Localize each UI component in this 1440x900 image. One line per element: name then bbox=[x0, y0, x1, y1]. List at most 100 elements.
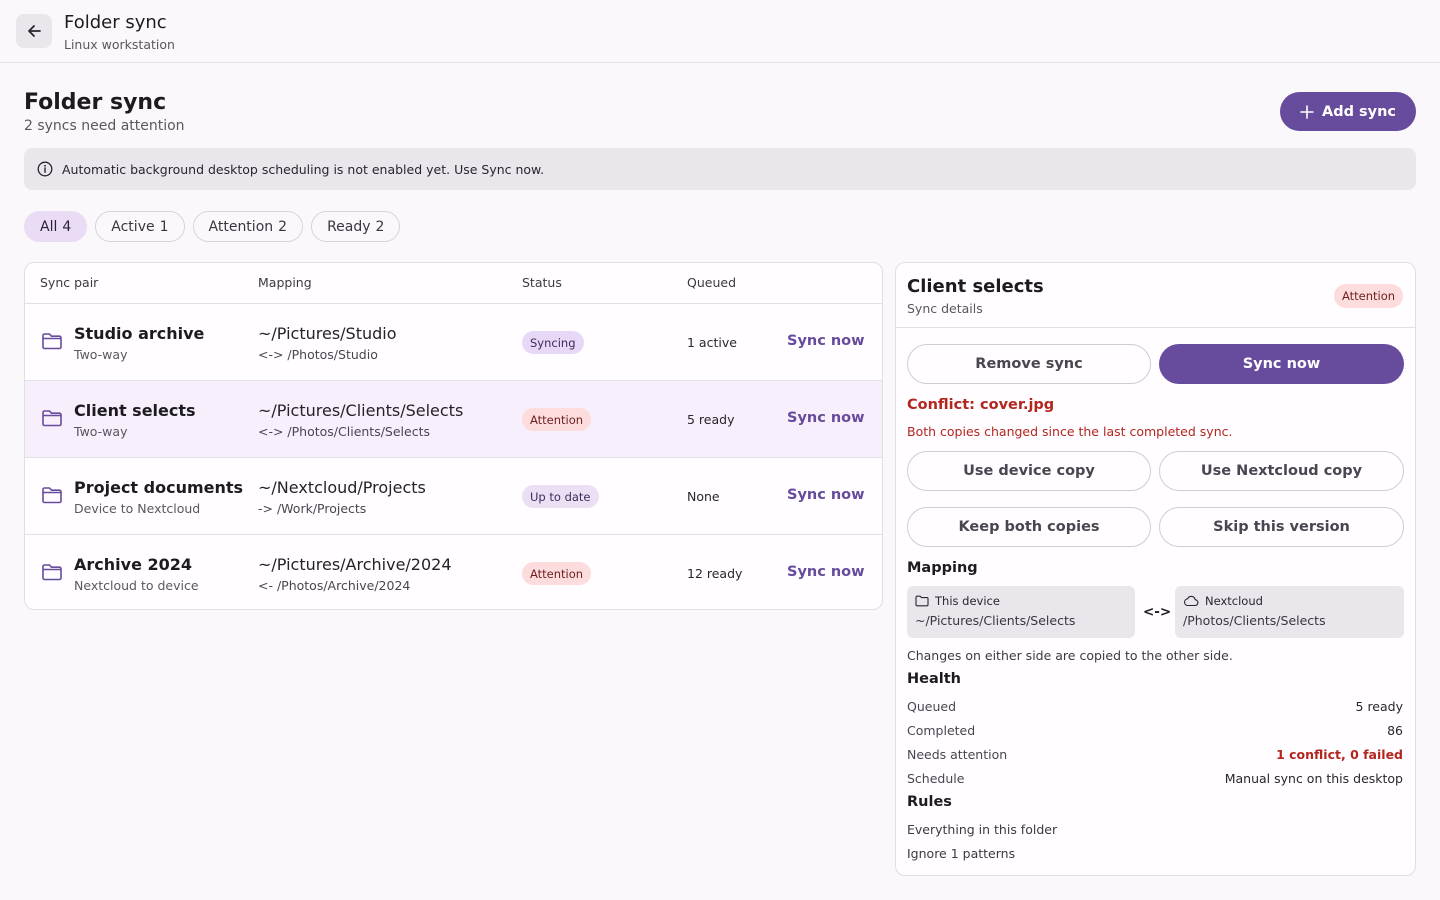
page-title: Folder sync bbox=[24, 90, 167, 115]
chip-count: 1 bbox=[159, 218, 169, 235]
remote-path: <-> /Photos/Clients/Selects bbox=[258, 424, 431, 439]
table-row[interactable]: Archive 2024 Nextcloud to device ~/Pictu… bbox=[25, 535, 882, 609]
detail-title: Client selects bbox=[907, 276, 1044, 297]
health-attention-value: 1 conflict, 0 failed bbox=[1276, 747, 1403, 762]
add-sync-button[interactable]: Add sync bbox=[1280, 92, 1416, 131]
filter-chip-ready[interactable]: Ready 2 bbox=[311, 211, 401, 242]
detail-subtitle: Sync details bbox=[907, 301, 983, 316]
sync-now-button[interactable]: Sync now bbox=[787, 410, 865, 426]
mapping-note: Changes on either side are copied to the… bbox=[907, 648, 1233, 663]
folder-icon bbox=[42, 564, 62, 581]
sync-pair-name: Project documents bbox=[74, 478, 244, 497]
app-title: Folder sync bbox=[64, 12, 167, 33]
sync-pair-name: Client selects bbox=[74, 401, 196, 420]
sync-direction: Two-way bbox=[74, 424, 128, 439]
queued-count: None bbox=[687, 489, 720, 504]
table-row[interactable]: Client selects Two-way ~/Pictures/Client… bbox=[25, 381, 882, 458]
remote-path: <-> /Photos/Studio bbox=[258, 347, 378, 362]
two-way-arrows: <-> bbox=[1143, 604, 1172, 620]
sync-now-button[interactable]: Sync now bbox=[787, 564, 865, 580]
sync-now-button[interactable]: Sync now bbox=[787, 487, 865, 503]
chip-count: 4 bbox=[62, 218, 72, 235]
sync-direction: Device to Nextcloud bbox=[74, 501, 201, 516]
conflict-description: Both copies changed since the last compl… bbox=[907, 424, 1233, 439]
rules-heading: Rules bbox=[907, 794, 952, 810]
sync-details-panel: Client selects Sync details Attention Re… bbox=[895, 262, 1416, 876]
health-schedule-label: Schedule bbox=[907, 771, 965, 786]
app-subtitle: Linux workstation bbox=[64, 37, 175, 52]
sync-now-button[interactable]: Sync now bbox=[1159, 344, 1404, 384]
sync-direction: Nextcloud to device bbox=[74, 578, 199, 593]
local-path: ~/Pictures/Studio bbox=[258, 324, 397, 343]
status-badge: Attention bbox=[1334, 284, 1404, 308]
rule-item: Ignore 1 patterns bbox=[907, 846, 1016, 861]
chip-label: All bbox=[40, 218, 58, 235]
queued-count: 5 ready bbox=[687, 412, 735, 427]
folder-icon bbox=[42, 333, 62, 350]
queued-count: 1 active bbox=[687, 335, 737, 350]
table-header: Sync pair Mapping Status Queued bbox=[25, 263, 882, 304]
col-header-status: Status bbox=[522, 275, 562, 290]
col-header-mapping: Mapping bbox=[258, 275, 312, 290]
local-label: This device bbox=[935, 594, 1000, 608]
local-path: ~/Pictures/Clients/Selects bbox=[915, 613, 1076, 628]
health-queued-label: Queued bbox=[907, 699, 956, 714]
filter-chips: All 4 Active 1 Attention 2 Ready 2 bbox=[24, 211, 401, 242]
remote-path: <- /Photos/Archive/2024 bbox=[258, 578, 411, 593]
table-row[interactable]: Studio archive Two-way ~/Pictures/Studio… bbox=[25, 304, 882, 381]
sync-direction: Two-way bbox=[74, 347, 128, 362]
info-icon bbox=[37, 161, 53, 177]
status-badge: Up to date bbox=[522, 485, 599, 508]
banner-text: Automatic background desktop scheduling … bbox=[62, 161, 545, 177]
back-button[interactable] bbox=[16, 14, 52, 48]
health-completed-value: 86 bbox=[1387, 723, 1403, 738]
queued-count: 12 ready bbox=[687, 566, 743, 581]
health-heading: Health bbox=[907, 671, 961, 687]
chip-count: 2 bbox=[278, 218, 288, 235]
remove-sync-button[interactable]: Remove sync bbox=[907, 344, 1151, 384]
local-path: ~/Pictures/Clients/Selects bbox=[258, 401, 464, 420]
use-nextcloud-copy-button[interactable]: Use Nextcloud copy bbox=[1159, 451, 1404, 491]
chip-label: Attention bbox=[208, 218, 274, 235]
sync-now-button[interactable]: Sync now bbox=[787, 333, 865, 349]
page-subtitle: 2 syncs need attention bbox=[24, 118, 185, 134]
status-badge: Attention bbox=[522, 562, 592, 585]
local-path: ~/Pictures/Archive/2024 bbox=[258, 555, 452, 574]
divider bbox=[896, 327, 1415, 328]
keep-both-copies-button[interactable]: Keep both copies bbox=[907, 507, 1151, 547]
sync-pair-name: Archive 2024 bbox=[74, 555, 193, 574]
skip-version-button[interactable]: Skip this version bbox=[1159, 507, 1404, 547]
health-schedule-value: Manual sync on this desktop bbox=[1224, 771, 1403, 786]
top-app-bar: Folder sync Linux workstation bbox=[0, 0, 1440, 63]
remote-label: Nextcloud bbox=[1205, 594, 1263, 608]
plus-icon bbox=[1300, 104, 1314, 119]
status-badge: Attention bbox=[522, 408, 592, 431]
use-device-copy-button[interactable]: Use device copy bbox=[907, 451, 1151, 491]
remote-path: /Photos/Clients/Selects bbox=[1183, 613, 1326, 628]
filter-chip-active[interactable]: Active 1 bbox=[95, 211, 185, 242]
arrow-left-icon bbox=[28, 25, 41, 37]
filter-chip-attention[interactable]: Attention 2 bbox=[192, 211, 304, 242]
conflict-title: Conflict: cover.jpg bbox=[907, 397, 1055, 413]
filter-chip-all[interactable]: All 4 bbox=[24, 211, 88, 242]
folder-icon bbox=[915, 595, 929, 607]
health-queued-value: 5 ready bbox=[1355, 699, 1403, 714]
chip-count: 2 bbox=[375, 218, 385, 235]
local-path: ~/Nextcloud/Projects bbox=[258, 478, 426, 497]
remote-mapping-box: Nextcloud /Photos/Clients/Selects bbox=[1175, 586, 1404, 638]
cloud-icon bbox=[1184, 595, 1199, 607]
folder-icon bbox=[42, 487, 62, 504]
col-header-sync-pair: Sync pair bbox=[40, 275, 99, 290]
mapping-heading: Mapping bbox=[907, 560, 978, 576]
rule-item: Everything in this folder bbox=[907, 822, 1058, 837]
table-row[interactable]: Project documents Device to Nextcloud ~/… bbox=[25, 458, 882, 535]
sync-pair-name: Studio archive bbox=[74, 324, 205, 343]
folder-icon bbox=[42, 410, 62, 427]
health-completed-label: Completed bbox=[907, 723, 976, 738]
add-sync-label: Add sync bbox=[1321, 103, 1397, 120]
sync-table: Sync pair Mapping Status Queued Studio a… bbox=[24, 262, 883, 610]
remote-path: -> /Work/Projects bbox=[258, 501, 367, 516]
chip-label: Active bbox=[111, 218, 155, 235]
status-badge: Syncing bbox=[522, 331, 584, 354]
info-banner: Automatic background desktop scheduling … bbox=[24, 148, 1416, 190]
